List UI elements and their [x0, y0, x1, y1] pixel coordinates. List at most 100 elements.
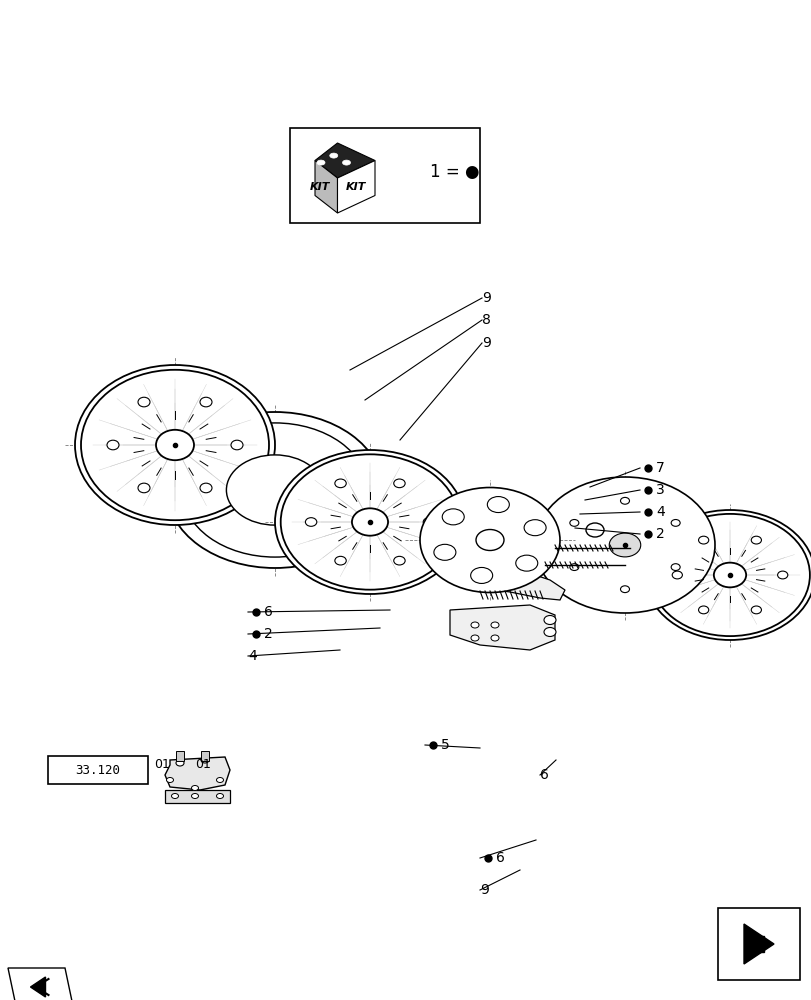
- Bar: [176, 751, 184, 761]
- Text: 7: 7: [655, 461, 664, 475]
- Text: 33.120: 33.120: [75, 764, 120, 776]
- Polygon shape: [743, 924, 773, 964]
- Ellipse shape: [226, 455, 324, 525]
- Text: 4: 4: [247, 649, 256, 663]
- Ellipse shape: [275, 450, 465, 594]
- Polygon shape: [31, 977, 45, 997]
- Ellipse shape: [491, 622, 499, 628]
- Ellipse shape: [423, 518, 434, 526]
- Ellipse shape: [230, 440, 242, 450]
- Ellipse shape: [171, 793, 178, 798]
- Ellipse shape: [569, 520, 578, 526]
- Text: 6: 6: [539, 768, 548, 782]
- Ellipse shape: [750, 606, 761, 614]
- Ellipse shape: [329, 153, 337, 158]
- Polygon shape: [315, 143, 375, 178]
- Ellipse shape: [543, 628, 556, 636]
- Wedge shape: [337, 516, 369, 556]
- Ellipse shape: [470, 567, 492, 583]
- Ellipse shape: [475, 530, 504, 550]
- Text: 1 = ●: 1 = ●: [430, 163, 479, 181]
- Ellipse shape: [608, 533, 640, 557]
- Text: KIT: KIT: [345, 182, 365, 192]
- Text: 6: 6: [264, 605, 272, 619]
- Ellipse shape: [543, 615, 556, 624]
- Ellipse shape: [672, 571, 681, 579]
- Ellipse shape: [433, 544, 455, 560]
- Ellipse shape: [515, 555, 537, 571]
- Bar: [48, 756, 148, 784]
- Polygon shape: [753, 936, 763, 952]
- Ellipse shape: [201, 757, 208, 763]
- Ellipse shape: [586, 523, 603, 537]
- Text: 2: 2: [655, 527, 664, 541]
- Ellipse shape: [671, 520, 680, 526]
- Ellipse shape: [777, 571, 787, 579]
- Polygon shape: [315, 161, 337, 213]
- Text: 9: 9: [482, 336, 491, 350]
- Bar: [290, 128, 479, 223]
- Polygon shape: [337, 161, 375, 213]
- Text: 2: 2: [264, 627, 272, 641]
- Ellipse shape: [491, 635, 499, 641]
- Text: 01: 01: [195, 758, 211, 770]
- Ellipse shape: [182, 423, 367, 557]
- Ellipse shape: [671, 564, 680, 570]
- Ellipse shape: [470, 635, 478, 641]
- Ellipse shape: [419, 488, 560, 592]
- Ellipse shape: [487, 497, 508, 513]
- Ellipse shape: [200, 483, 212, 493]
- Text: 8: 8: [482, 313, 491, 327]
- Polygon shape: [8, 968, 73, 1000]
- Ellipse shape: [334, 479, 345, 488]
- Ellipse shape: [569, 564, 578, 570]
- Ellipse shape: [393, 556, 405, 565]
- Bar: [717, 908, 799, 980]
- Text: 6: 6: [496, 851, 504, 865]
- Ellipse shape: [393, 479, 405, 488]
- Ellipse shape: [217, 793, 223, 798]
- Ellipse shape: [442, 509, 464, 525]
- Ellipse shape: [351, 508, 388, 536]
- Text: 01: 01: [154, 758, 169, 770]
- Ellipse shape: [470, 622, 478, 628]
- Ellipse shape: [713, 563, 745, 587]
- Ellipse shape: [523, 520, 546, 536]
- Text: 9: 9: [482, 291, 491, 305]
- Bar: [201, 751, 208, 761]
- Ellipse shape: [650, 514, 809, 636]
- Text: 4: 4: [655, 505, 664, 519]
- Ellipse shape: [138, 483, 150, 493]
- Ellipse shape: [697, 536, 708, 544]
- Ellipse shape: [191, 786, 198, 790]
- Ellipse shape: [138, 397, 150, 407]
- Ellipse shape: [316, 160, 324, 165]
- Ellipse shape: [750, 536, 761, 544]
- Text: KIT: KIT: [309, 182, 329, 192]
- Ellipse shape: [107, 440, 119, 450]
- Text: 3: 3: [655, 483, 664, 497]
- Ellipse shape: [697, 606, 708, 614]
- Polygon shape: [449, 605, 554, 650]
- Ellipse shape: [534, 477, 714, 613]
- Polygon shape: [165, 790, 230, 803]
- Ellipse shape: [342, 160, 350, 165]
- Ellipse shape: [75, 365, 275, 525]
- Ellipse shape: [305, 518, 316, 526]
- Ellipse shape: [176, 760, 184, 766]
- Ellipse shape: [281, 454, 459, 590]
- Ellipse shape: [166, 778, 174, 782]
- Ellipse shape: [334, 556, 345, 565]
- Ellipse shape: [217, 778, 223, 782]
- Ellipse shape: [156, 430, 194, 460]
- Text: 9: 9: [479, 883, 488, 897]
- Ellipse shape: [81, 370, 268, 520]
- Ellipse shape: [191, 793, 198, 798]
- Text: 5: 5: [440, 738, 449, 752]
- Ellipse shape: [620, 497, 629, 504]
- Ellipse shape: [644, 510, 811, 640]
- Ellipse shape: [620, 586, 629, 593]
- Polygon shape: [460, 570, 564, 600]
- Ellipse shape: [167, 412, 383, 568]
- Polygon shape: [165, 757, 230, 790]
